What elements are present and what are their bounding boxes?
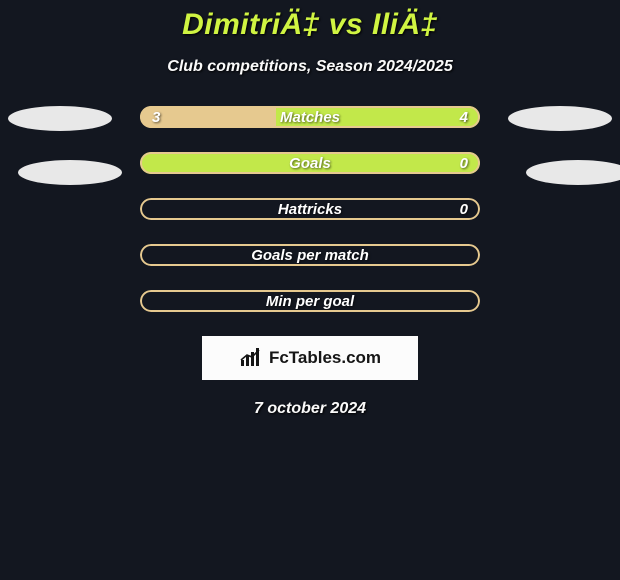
bars-container: Matches34Goals0Hattricks0Goals per match… <box>140 106 480 312</box>
stat-label: Matches <box>140 106 480 128</box>
comparison-card: DimitriÄ‡ vs IliÄ‡ Club competitions, Se… <box>0 0 620 580</box>
stat-row: Min per goal <box>140 290 480 312</box>
stat-value-left: 3 <box>152 106 160 128</box>
stat-label: Goals per match <box>140 244 480 266</box>
stat-value-right: 4 <box>460 106 468 128</box>
stat-row: Goals0 <box>140 152 480 174</box>
stats-zone: Matches34Goals0Hattricks0Goals per match… <box>0 106 620 312</box>
player-left-avatar-2 <box>18 160 122 185</box>
footer-date: 7 october 2024 <box>0 400 620 418</box>
player-right-avatar-1 <box>508 106 612 131</box>
stat-value-right: 0 <box>460 152 468 174</box>
page-subtitle: Club competitions, Season 2024/2025 <box>0 58 620 76</box>
chart-icon <box>239 348 263 368</box>
stat-label: Goals <box>140 152 480 174</box>
brand-logo[interactable]: FcTables.com <box>202 336 418 380</box>
player-left-avatar-1 <box>8 106 112 131</box>
stat-row: Hattricks0 <box>140 198 480 220</box>
stat-row: Matches3 4 <box>140 106 480 128</box>
page-title: DimitriÄ‡ vs IliÄ‡ <box>0 8 620 42</box>
stat-label: Min per goal <box>140 290 480 312</box>
stat-label: Hattricks <box>140 198 480 220</box>
stat-row: Goals per match <box>140 244 480 266</box>
player-right-avatar-2 <box>526 160 620 185</box>
brand-name: FcTables.com <box>269 348 381 368</box>
stat-value-right: 0 <box>460 198 468 220</box>
